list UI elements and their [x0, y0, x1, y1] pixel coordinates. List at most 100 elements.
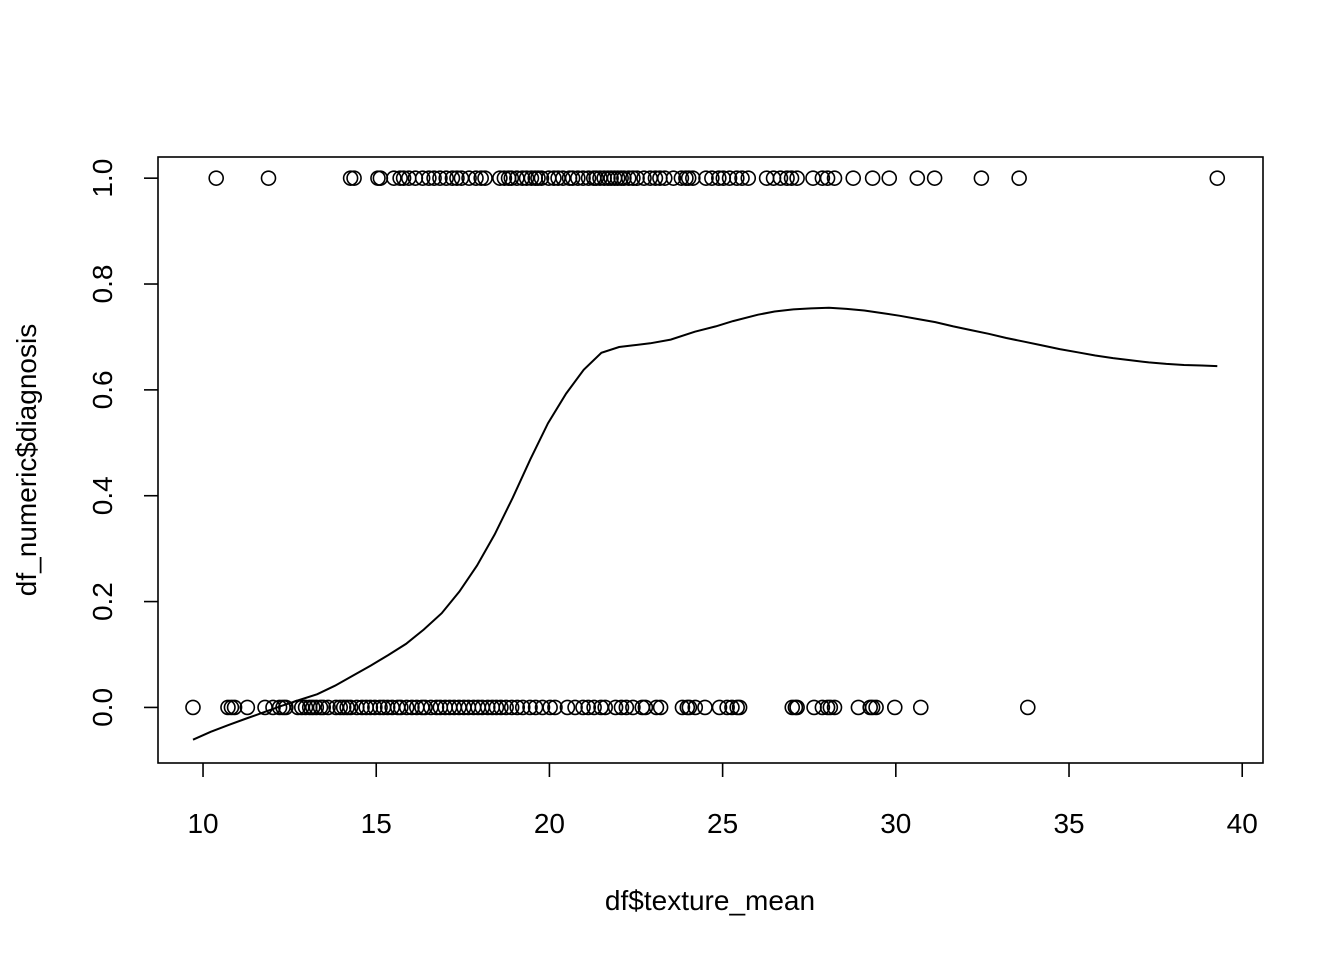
data-point [734, 170, 750, 186]
data-point [783, 170, 800, 186]
data-point [719, 699, 735, 716]
y-tick-label: 0.2 [87, 582, 118, 621]
data-point [346, 170, 362, 186]
data-point [681, 699, 698, 716]
data-point [386, 170, 402, 186]
data-point [559, 699, 576, 716]
data-point [687, 699, 704, 716]
data-point [779, 170, 795, 186]
data-point [518, 170, 535, 186]
data-point [845, 170, 862, 186]
fitted-curve [192, 306, 1218, 741]
x-tick-label: 25 [707, 808, 738, 839]
data-point [426, 170, 442, 186]
data-point [522, 699, 538, 716]
data-point [438, 170, 455, 186]
data-point [208, 170, 224, 186]
y-tick-label: 0.8 [87, 265, 118, 304]
data-point [379, 699, 396, 716]
data-point [637, 699, 654, 716]
data-point [665, 170, 682, 186]
data-point [509, 699, 526, 716]
data-point [342, 170, 359, 186]
data-point [444, 170, 461, 186]
data-point [1019, 699, 1036, 716]
data-point [335, 699, 352, 716]
data-point [395, 170, 412, 186]
data-point [503, 699, 520, 716]
data-point [488, 699, 505, 716]
x-tick-label: 15 [361, 808, 392, 839]
data-point [547, 699, 563, 716]
data-point [580, 699, 597, 716]
data-point [362, 699, 379, 716]
data-point [461, 170, 477, 186]
data-point [625, 699, 641, 716]
data-point [711, 699, 728, 716]
data-point [647, 170, 664, 186]
data-point [731, 699, 748, 716]
data-point [530, 170, 546, 186]
data-point [468, 170, 484, 186]
data-point [417, 699, 433, 716]
data-point [618, 699, 635, 716]
data-point [308, 699, 325, 716]
data-point [1209, 170, 1226, 186]
data-point [822, 699, 839, 716]
data-point [546, 170, 562, 186]
x-tick-label: 10 [187, 808, 218, 839]
data-point [514, 699, 531, 716]
data-point [909, 170, 926, 186]
data-point [648, 699, 665, 716]
data-point [613, 699, 630, 716]
data-point [271, 699, 288, 716]
data-point [620, 170, 637, 186]
data-point [772, 170, 789, 186]
data-point [886, 699, 903, 716]
y-tick-label: 0.6 [87, 370, 118, 409]
data-point [711, 170, 727, 186]
data-point [315, 699, 332, 716]
data-point [239, 699, 256, 716]
data-point [185, 699, 201, 716]
data-point [367, 699, 383, 716]
x-axis: 10 15 20 25 30 35 40 [187, 763, 1258, 839]
data-point [421, 170, 437, 186]
data-point [404, 699, 420, 716]
data-point [354, 699, 370, 716]
data-point [912, 699, 929, 716]
data-point [1011, 170, 1027, 186]
x-tick-label: 30 [880, 808, 911, 839]
data-point [814, 699, 831, 716]
data-point [789, 170, 805, 186]
data-point [597, 699, 613, 716]
y-tick-label: 0.4 [87, 476, 118, 515]
data-point [586, 699, 602, 716]
data-point [226, 699, 243, 716]
data-point [260, 170, 277, 186]
data-point [704, 170, 720, 186]
data-point [320, 699, 336, 716]
y-tick-label: 0.0 [87, 688, 118, 727]
data-point [973, 170, 990, 186]
data-point [473, 170, 489, 186]
data-point [616, 170, 632, 186]
data-point [580, 170, 597, 186]
y-tick-label: 1.0 [87, 159, 118, 198]
x-axis-label: df$texture_mean [605, 885, 815, 916]
data-point [555, 170, 571, 186]
data-point [514, 170, 531, 186]
data-point [496, 170, 513, 186]
data-point [339, 699, 355, 716]
data-point [223, 699, 240, 716]
data-point [636, 170, 652, 186]
data-point [414, 170, 431, 186]
data-point [449, 170, 465, 186]
data-point [926, 170, 943, 186]
data-point [428, 699, 445, 716]
data-point [588, 170, 604, 186]
data-point [629, 170, 645, 186]
data-point [570, 170, 586, 186]
data-point [740, 170, 757, 186]
